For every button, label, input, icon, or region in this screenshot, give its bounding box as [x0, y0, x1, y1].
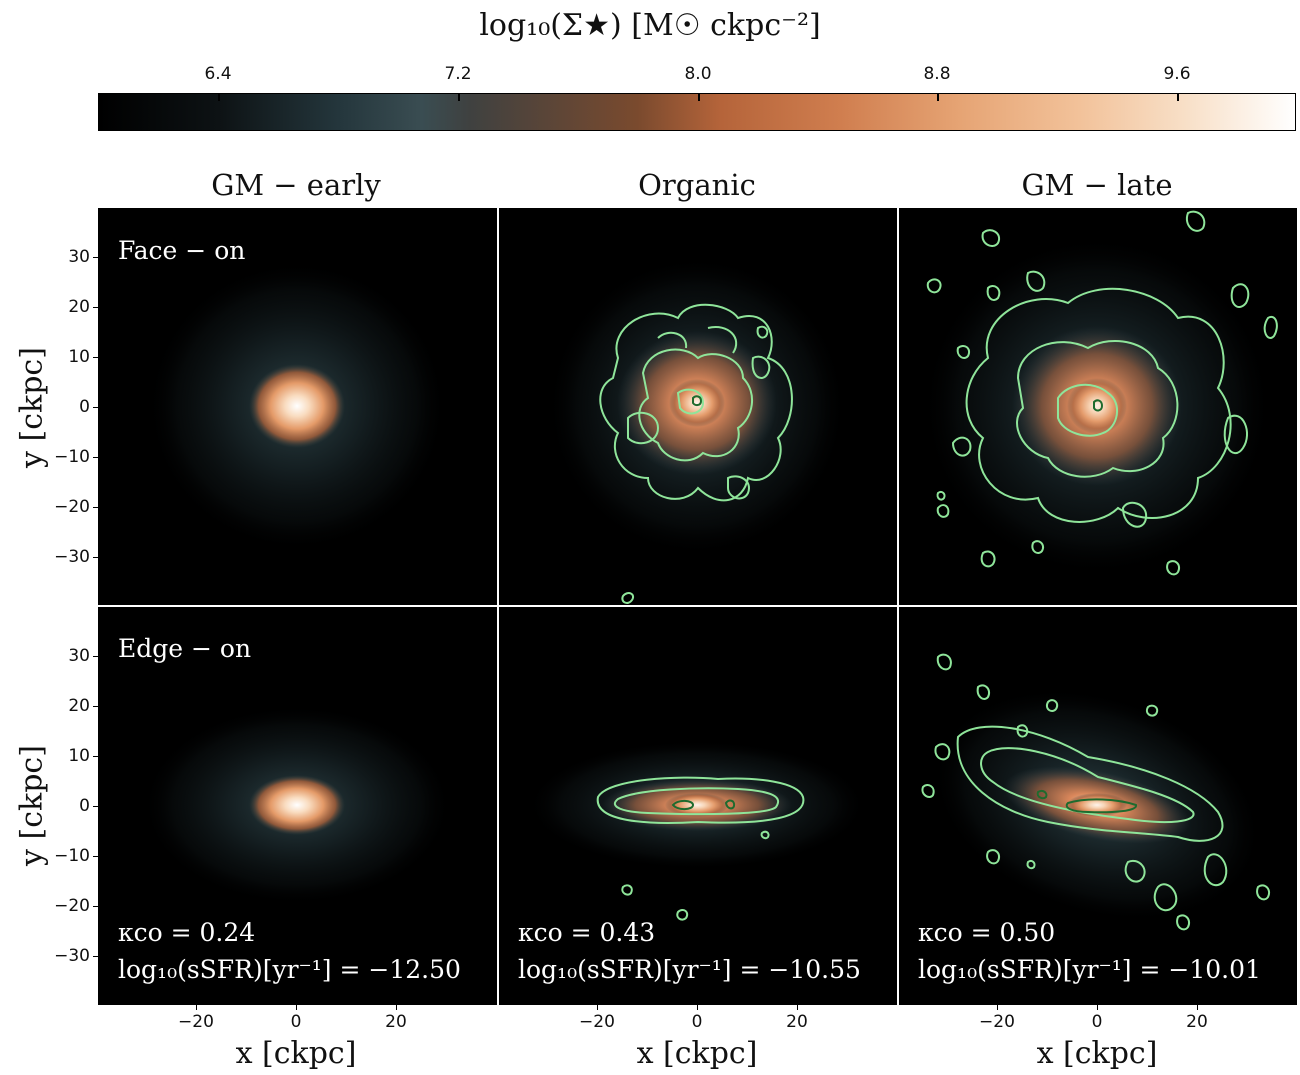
y-tickmark — [93, 856, 98, 857]
x-tickmark — [196, 1005, 197, 1010]
panel-organic-face-on — [498, 208, 897, 606]
colorbar-title: log₁₀(Σ★) [M☉ ckpc⁻²] — [479, 8, 821, 43]
y-tick: −10 — [54, 447, 90, 467]
y-tick: −30 — [54, 547, 90, 567]
y-tick: 30 — [68, 646, 90, 666]
colorbar-tick: 6.4 — [204, 64, 232, 84]
colorbar-tickmark — [1177, 93, 1179, 101]
x-tick: 20 — [385, 1012, 407, 1032]
x-tickmark — [797, 1005, 798, 1010]
y-tickmark — [93, 656, 98, 657]
gas-contours — [599, 303, 793, 604]
x-tick: 20 — [1186, 1012, 1208, 1032]
x-tick: −20 — [579, 1012, 615, 1032]
y-tick: 30 — [68, 247, 90, 267]
y-tickmark — [93, 906, 98, 907]
column-title-organic: Organic — [638, 168, 756, 202]
x-tickmark — [997, 1005, 998, 1010]
x-tickmark — [1197, 1005, 1198, 1010]
colorbar-tickmark — [698, 93, 700, 101]
colorbar-tick: 8.0 — [684, 64, 712, 84]
x-tick: 0 — [1091, 1012, 1103, 1032]
ssfr-gm-early: log₁₀(sSFR)[yr⁻¹] = −12.50 — [118, 955, 461, 984]
panel-gm-late-edge-on — [898, 607, 1297, 1005]
panel-gm-early-face-on — [98, 208, 497, 606]
x-axis-label-organic: x [ckpc] — [636, 1036, 758, 1071]
x-tick: −20 — [178, 1012, 214, 1032]
x-tickmark — [396, 1005, 397, 1010]
y-axis-label-bottom: y [ckpc] — [14, 745, 50, 866]
y-tickmark — [93, 756, 98, 757]
colorbar-tick: 8.8 — [923, 64, 951, 84]
ssfr-gm-late: log₁₀(sSFR)[yr⁻¹] = −10.01 — [918, 955, 1261, 984]
column-title-gm-late: GM − late — [1021, 168, 1173, 202]
y-tickmark — [93, 557, 98, 558]
y-tickmark — [93, 307, 98, 308]
column-title-gm-early: GM − early — [211, 168, 381, 202]
y-tick: 0 — [79, 397, 90, 417]
row-label-face-on: Face − on — [118, 236, 246, 265]
y-tick: −10 — [54, 846, 90, 866]
y-tickmark — [93, 257, 98, 258]
x-tickmark — [296, 1005, 297, 1010]
y-tick: 20 — [68, 696, 90, 716]
y-tickmark — [93, 407, 98, 408]
y-tick: 0 — [79, 796, 90, 816]
gas-contours — [921, 653, 1270, 931]
y-tickmark — [93, 706, 98, 707]
ssfr-organic: log₁₀(sSFR)[yr⁻¹] = −10.55 — [518, 955, 861, 984]
kappa-gm-early: κco = 0.24 — [118, 918, 256, 947]
gas-contours — [926, 210, 1278, 576]
panel-gm-early-edge-on — [98, 607, 497, 1005]
x-tickmark — [597, 1005, 598, 1010]
colorbar-tick: 9.6 — [1163, 64, 1191, 84]
y-axis-label-top: y [ckpc] — [14, 347, 50, 468]
row-label-edge-on: Edge − on — [118, 634, 252, 663]
y-tickmark — [93, 956, 98, 957]
x-tick: 0 — [290, 1012, 302, 1032]
x-tickmark — [697, 1005, 698, 1010]
y-tick: 10 — [68, 347, 90, 367]
y-tickmark — [93, 806, 98, 807]
y-tick: −30 — [54, 946, 90, 966]
y-tick: −20 — [54, 497, 90, 517]
colorbar-tickmark — [937, 93, 939, 101]
gas-contours — [596, 776, 805, 921]
colorbar-tick: 7.2 — [444, 64, 472, 84]
panel-gm-late-face-on — [898, 208, 1297, 606]
kappa-organic: κco = 0.43 — [518, 918, 656, 947]
panel-organic-edge-on — [498, 607, 897, 1005]
x-tickmark — [1097, 1005, 1098, 1010]
y-tickmark — [93, 507, 98, 508]
y-tickmark — [93, 457, 98, 458]
y-tick: 20 — [68, 297, 90, 317]
y-tick: 10 — [68, 746, 90, 766]
kappa-gm-late: κco = 0.50 — [918, 918, 1056, 947]
colorbar — [98, 93, 1296, 131]
x-axis-label-gm-early: x [ckpc] — [235, 1036, 357, 1071]
x-axis-label-gm-late: x [ckpc] — [1036, 1036, 1158, 1071]
y-tick: −20 — [54, 896, 90, 916]
x-tick: 20 — [786, 1012, 808, 1032]
y-tickmark — [93, 357, 98, 358]
x-tick: 0 — [691, 1012, 703, 1032]
colorbar-tickmark — [458, 93, 460, 101]
panel-divider — [98, 605, 1297, 607]
x-tick: −20 — [979, 1012, 1015, 1032]
colorbar-tickmark — [218, 93, 220, 101]
